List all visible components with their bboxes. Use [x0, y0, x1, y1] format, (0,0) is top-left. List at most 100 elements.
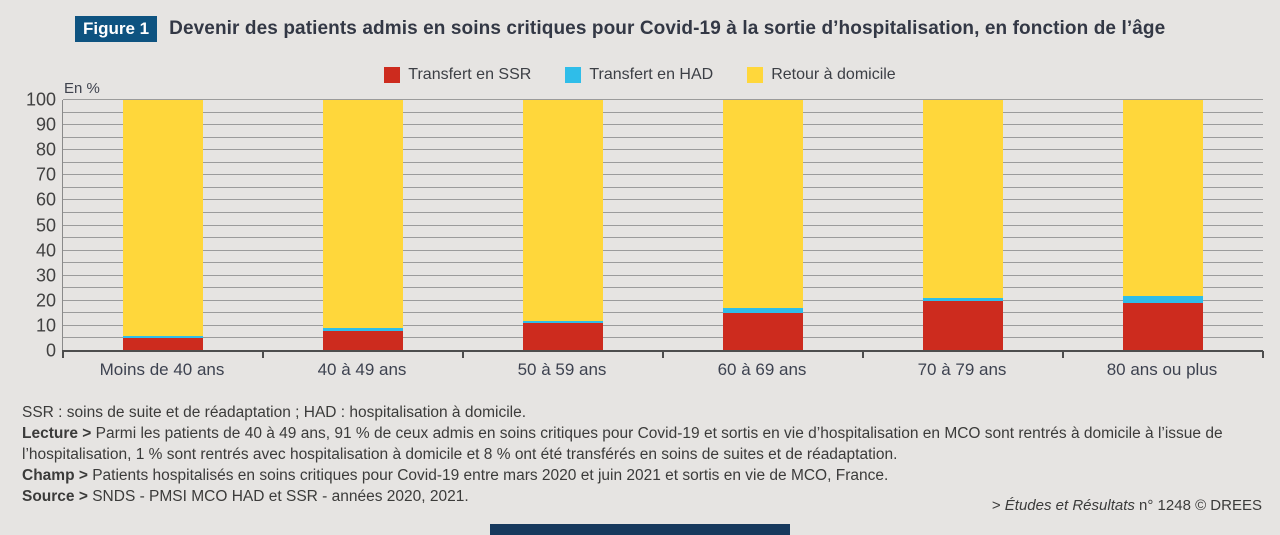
grid-line: [63, 287, 1263, 289]
bar-segment-transfert-en-had: [523, 320, 603, 324]
bar-slot: [263, 100, 463, 351]
x-axis-tick: [662, 351, 664, 358]
bar-segment-retour-domicile: [1123, 100, 1203, 296]
bar-slot: [463, 100, 663, 351]
stacked-bar: [523, 100, 603, 351]
bar-segment-transfert-en-ssr: [123, 338, 203, 351]
bar-segment-transfert-en-ssr: [723, 313, 803, 351]
y-tick-label: 60: [35, 189, 56, 210]
y-axis-labels: 0 10 20 30 40 50 60 70 80 90 100: [10, 90, 56, 361]
bar-segment-retour-domicile: [723, 100, 803, 309]
page-bottom-bar: [490, 524, 790, 535]
bar-segment-transfert-en-ssr: [923, 300, 1003, 351]
x-axis-tick: [862, 351, 864, 358]
credit-publication-name: Études et Résultats: [1004, 497, 1135, 514]
grid-line: [63, 111, 1263, 113]
x-axis-label: 70 à 79 ans: [917, 360, 1007, 379]
bar-segment-transfert-en-had: [123, 335, 203, 339]
stacked-bar: [723, 100, 803, 351]
bar-slot: [663, 100, 863, 351]
y-tick-label: 30: [35, 265, 56, 286]
grid-line: [63, 174, 1263, 176]
legend-label: Retour à domicile: [771, 66, 896, 83]
bar-segment-transfert-en-ssr: [523, 323, 603, 351]
grid-line: [63, 211, 1263, 213]
y-tick-label: 40: [35, 240, 56, 261]
grid-line: [63, 99, 1263, 100]
y-axis-unit-label: En %: [64, 80, 100, 97]
footnote-line: Lecture > Parmi les patients de 40 à 49 …: [22, 425, 1223, 463]
x-axis-labels: Moins de 40 ans 40 à 49 ans 50 à 59 ans 60 …: [62, 360, 1262, 384]
stacked-bar: [923, 100, 1003, 351]
grid-line: [63, 262, 1263, 264]
legend-swatch: [565, 67, 582, 83]
x-axis-tick: [62, 351, 64, 358]
bar-slot: [63, 100, 263, 351]
y-tick-label: 20: [35, 290, 56, 311]
grid-line: [63, 186, 1263, 188]
bar-segment-transfert-en-had: [323, 328, 403, 331]
grid-line: [63, 149, 1263, 151]
bar-slot: [863, 100, 1063, 351]
grid-line: [63, 199, 1263, 201]
legend-label: Transfert en HAD: [589, 66, 714, 83]
legend-item: Transfert en SSR: [384, 66, 531, 84]
y-tick-label: 80: [35, 139, 56, 160]
x-axis-tick: [462, 351, 464, 358]
bar-segment-transfert-en-ssr: [1123, 303, 1203, 351]
grid-line: [63, 337, 1263, 339]
grid-line: [63, 274, 1263, 276]
x-axis-tick: [262, 351, 264, 358]
legend-item: Transfert en HAD: [565, 66, 713, 84]
grid-line: [63, 124, 1263, 126]
y-tick-label: 10: [35, 315, 56, 336]
bar-segment-retour-domicile: [523, 100, 603, 321]
footnotes: SSR : soins de suite et de réadaptation …: [22, 402, 1264, 507]
stacked-bar: [1123, 100, 1203, 351]
legend-swatch: [384, 67, 401, 83]
grid-line: [63, 161, 1263, 163]
legend-swatch: [747, 67, 764, 83]
y-tick-label: 0: [45, 340, 56, 361]
credit-issue: n° 1248 © DREES: [1134, 497, 1262, 514]
bar-segment-transfert-en-ssr: [323, 330, 403, 351]
footnote-line: SSR : soins de suite et de réadaptation …: [22, 404, 527, 421]
grid-line: [63, 249, 1263, 251]
y-tick-label: 100: [25, 89, 56, 110]
footnote-line: Source > SNDS - PMSI MCO HAD et SSR - an…: [22, 488, 469, 505]
figure-header: Figure 1 Devenir des patients admis en s…: [75, 16, 1260, 42]
credit-line: > Études et Résultats n° 1248 © DREES: [992, 497, 1262, 514]
grid-line: [63, 224, 1263, 226]
grid-line: [63, 237, 1263, 239]
grid-line: [63, 299, 1263, 301]
bar-segment-transfert-en-had: [923, 298, 1003, 301]
x-axis-label: 60 à 69 ans: [717, 360, 807, 379]
grid-line: [63, 136, 1263, 138]
bar-segment-retour-domicile: [923, 100, 1003, 299]
figure-badge: Figure 1: [75, 16, 158, 42]
footnote-label: Source >: [22, 488, 88, 505]
bar-slot: [1063, 100, 1263, 351]
y-tick-label: 50: [35, 215, 56, 235]
x-axis-label: 50 à 59 ans: [517, 360, 607, 379]
y-tick-label: 90: [35, 114, 56, 135]
legend: Transfert en SSR Transfert en HAD Retour à…: [0, 66, 1280, 84]
footnote-line: Champ > Patients hospitalisés en soins c…: [22, 467, 889, 484]
footnote-label: Champ >: [22, 467, 88, 484]
stacked-bar: [123, 100, 203, 351]
chart-area: [62, 99, 1264, 358]
bar-segment-transfert-en-had: [1123, 295, 1203, 304]
x-axis-label: 40 à 49 ans: [317, 360, 407, 379]
x-axis-label: Moins de 40 ans: [99, 360, 225, 379]
y-tick-label: 70: [35, 164, 56, 185]
x-axis-tick: [1262, 351, 1264, 358]
grid-line: [63, 324, 1263, 326]
legend-item: Retour à domicile: [747, 66, 896, 84]
footnote-label: Lecture >: [22, 425, 92, 442]
plot-area: [62, 99, 1264, 358]
figure-title: Devenir des patients admis en soins crit…: [169, 18, 1166, 39]
stacked-bar: [323, 100, 403, 351]
grid-line: [63, 312, 1263, 314]
x-axis-tick: [1062, 351, 1064, 358]
